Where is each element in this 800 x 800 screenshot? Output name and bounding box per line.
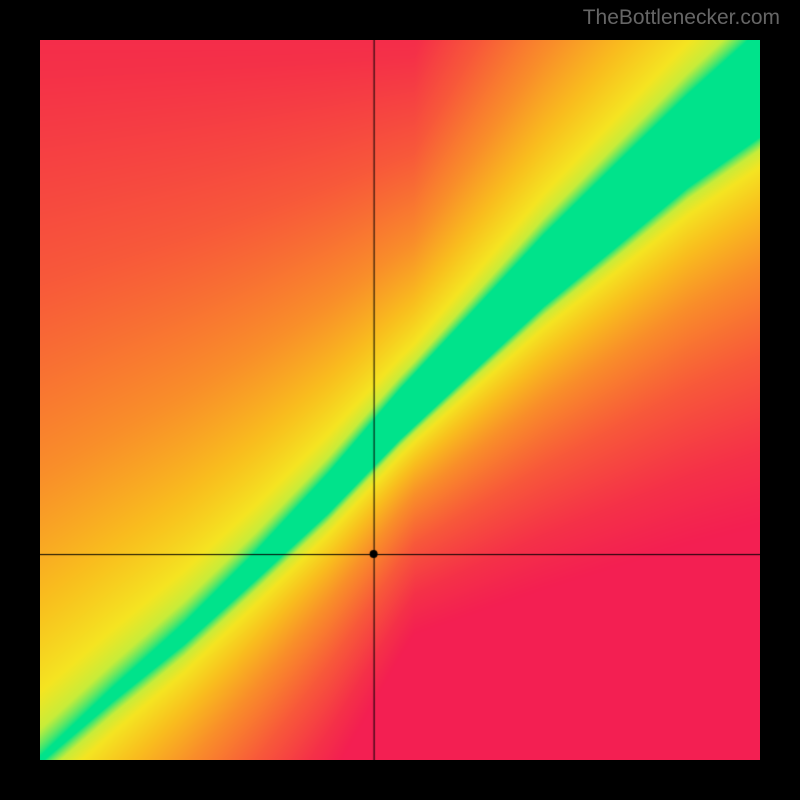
heatmap-canvas [40,40,760,760]
watermark-text: TheBottlenecker.com [583,6,780,30]
bottleneck-heatmap-chart: TheBottlenecker.com [0,0,800,800]
